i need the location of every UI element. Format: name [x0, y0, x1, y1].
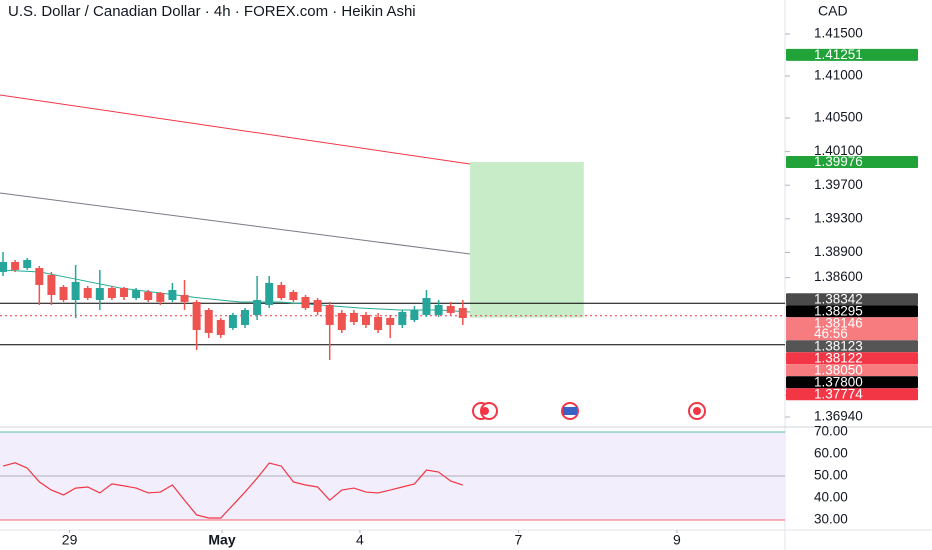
- event-icon: [563, 407, 577, 415]
- y-tick-label: 1.40100: [814, 143, 863, 158]
- rsi-tick-label: 70.00: [814, 424, 848, 439]
- candle-body: [313, 300, 322, 312]
- candle-body: [59, 287, 68, 301]
- candle-body: [107, 288, 116, 299]
- x-tick-label: 7: [515, 532, 523, 548]
- event-icon: [481, 407, 489, 415]
- y-tick-label: 1.39300: [814, 210, 863, 225]
- rsi-line: [2, 462, 463, 519]
- candle-body: [277, 284, 286, 299]
- price-axis-title: CAD: [818, 3, 848, 19]
- event-icons: [472, 402, 706, 420]
- candle-body: [325, 304, 334, 325]
- x-tick-label: May: [208, 532, 235, 548]
- price-tag-label: 1.38146: [814, 315, 863, 330]
- chart-title: U.S. Dollar / Canadian Dollar · 4h · FOR…: [8, 3, 416, 20]
- candle-body: [422, 298, 431, 315]
- candle-body: [35, 268, 44, 285]
- candle-body: [180, 294, 189, 302]
- candle-body: [374, 316, 383, 331]
- candle-body: [11, 261, 20, 270]
- price-tag: [786, 305, 918, 318]
- candle-body: [168, 290, 177, 301]
- candle-body: [192, 301, 201, 331]
- candle-body: [23, 259, 32, 269]
- price-tag: [786, 156, 918, 169]
- price-tag: [786, 352, 918, 365]
- event-icon: [693, 407, 701, 415]
- candle-body: [47, 274, 56, 295]
- candle-body: [216, 320, 225, 335]
- price-tag-label: 1.38342: [814, 291, 863, 306]
- candle-body: [265, 282, 274, 305]
- price-tag: [786, 293, 918, 306]
- moving-average: [0, 94, 471, 165]
- rsi-tick-label: 50.00: [814, 468, 848, 483]
- candle-body: [362, 314, 371, 325]
- price-tag: [786, 317, 918, 341]
- candle-body: [398, 311, 407, 325]
- candle-body: [83, 288, 92, 299]
- price-tag: [786, 340, 918, 353]
- price-tag: [786, 364, 918, 377]
- y-tick-label: 1.39700: [814, 177, 863, 192]
- candle-body: [289, 291, 298, 301]
- candle-body: [204, 310, 213, 333]
- y-tick-label: 1.36940: [814, 409, 863, 424]
- candle-body: [0, 261, 8, 272]
- candle-body: [120, 288, 129, 297]
- candle-body: [386, 317, 395, 325]
- y-tick-label: 1.38600: [814, 269, 863, 284]
- x-tick-label: 29: [62, 532, 78, 548]
- price-tag-label: 1.37774: [814, 386, 863, 401]
- x-tick-label: 4: [356, 532, 364, 548]
- candle-body: [446, 305, 455, 313]
- price-tag-countdown: 46:56: [814, 326, 848, 341]
- position-box: [470, 162, 584, 318]
- moving-average: [0, 269, 471, 313]
- candle-body: [156, 292, 165, 302]
- moving-average: [0, 192, 471, 255]
- y-tick-label: 1.40500: [814, 110, 863, 125]
- y-tick-label: 1.38900: [814, 244, 863, 259]
- candle-body: [337, 312, 346, 331]
- rsi-tick-label: 30.00: [814, 512, 848, 527]
- price-tag: [786, 376, 918, 389]
- candle-body: [301, 296, 310, 308]
- candle-body: [458, 307, 467, 318]
- candle-body: [410, 310, 419, 321]
- price-tag-label: 1.38295: [814, 303, 863, 318]
- candle-body: [434, 304, 443, 315]
- price-tag-label: 1.41251: [814, 47, 863, 62]
- price-tag: [786, 388, 918, 401]
- candle-body: [95, 288, 104, 301]
- price-tag-label: 1.38122: [814, 350, 863, 365]
- price-tag-label: 1.39976: [814, 154, 863, 169]
- candle-body: [349, 312, 358, 323]
- rsi-tick-label: 40.00: [814, 490, 848, 505]
- y-tick-label: 1.41500: [814, 26, 863, 41]
- candle-body: [241, 310, 250, 325]
- price-tag-label: 1.38123: [814, 338, 863, 353]
- candle-body: [228, 314, 237, 328]
- price-tag-label: 1.37800: [814, 374, 863, 389]
- price-tag-label: 1.38050: [814, 362, 863, 377]
- candle-body: [71, 281, 80, 301]
- x-tick-label: 9: [673, 532, 681, 548]
- rsi-tick-label: 60.00: [814, 446, 848, 461]
- y-tick-label: 1.41000: [814, 68, 863, 83]
- candle-body: [144, 291, 153, 301]
- price-tag: [786, 48, 918, 61]
- candle-body: [253, 300, 262, 315]
- candle-body: [132, 290, 141, 299]
